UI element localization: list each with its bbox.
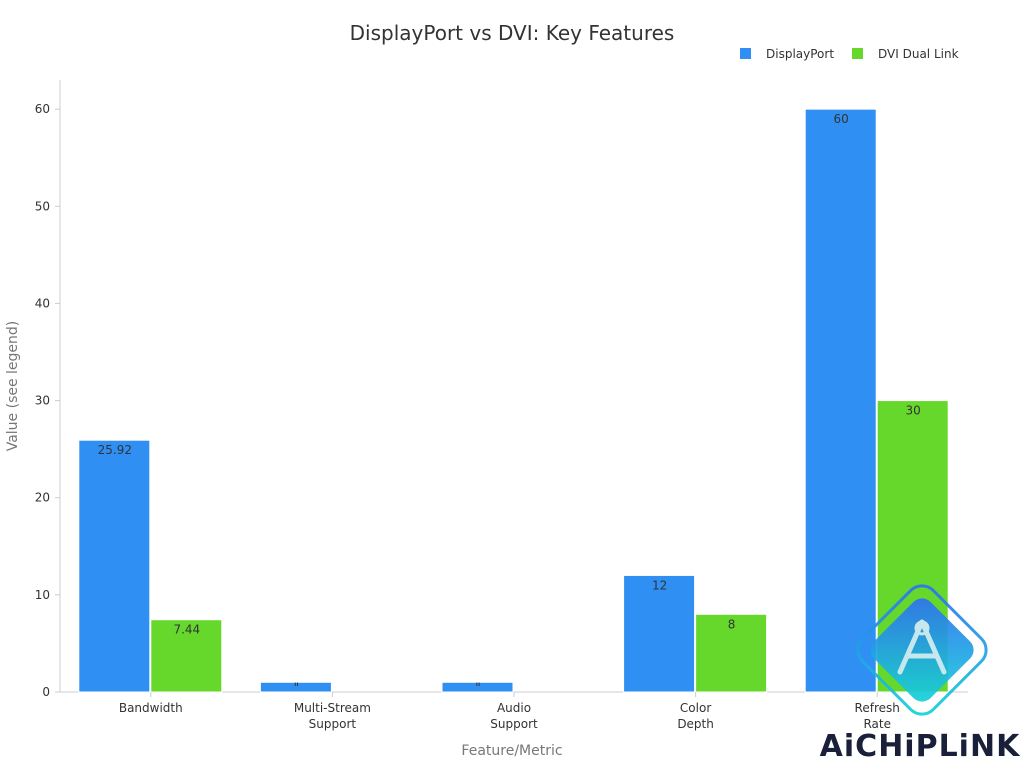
data-label: 60 bbox=[834, 112, 849, 126]
bar-displayport bbox=[78, 439, 151, 693]
y-tick-label: 40 bbox=[35, 296, 50, 310]
watermark-text: AiCHiPLiNK bbox=[820, 729, 1021, 764]
y-tick-label: 60 bbox=[35, 102, 50, 116]
data-label: " bbox=[294, 680, 300, 694]
x-axis-title: Feature/Metric bbox=[461, 743, 562, 759]
chart-title: DisplayPort vs DVI: Key Features bbox=[350, 21, 675, 45]
x-tick-label: Multi-Stream bbox=[294, 701, 371, 715]
x-tick-label: Rate bbox=[863, 717, 891, 731]
legend-swatch bbox=[740, 48, 751, 59]
x-tick-label: Support bbox=[309, 717, 357, 731]
bar-displayport bbox=[259, 681, 332, 693]
data-label: 30 bbox=[906, 404, 921, 418]
data-label: 12 bbox=[652, 578, 667, 592]
legend: DisplayPort DVI Dual Link bbox=[740, 47, 959, 61]
y-tick-label: 10 bbox=[35, 588, 50, 602]
data-label: 7.44 bbox=[173, 623, 200, 637]
bar-displayport bbox=[441, 681, 514, 693]
x-tick-label: Support bbox=[490, 717, 538, 731]
x-tick-label: Audio bbox=[497, 701, 531, 715]
x-tick-label: Bandwidth bbox=[119, 701, 183, 715]
y-axis-title: Value (see legend) bbox=[5, 321, 21, 452]
data-labels: 25.92 " " 12 60 7.44 8 30 bbox=[98, 112, 921, 694]
bar-displayport bbox=[623, 574, 696, 693]
bar-dvi-dual-link bbox=[695, 613, 768, 693]
bar-displayport bbox=[804, 108, 877, 693]
aichiplink-logo-icon bbox=[856, 584, 988, 716]
x-axis-categories: Bandwidth Multi-Stream Support Audio Support… bbox=[119, 692, 900, 731]
bars bbox=[78, 108, 949, 693]
legend-label: DVI Dual Link bbox=[878, 47, 959, 61]
y-axis-ticks: 0 10 20 30 40 50 60 bbox=[35, 102, 60, 699]
data-label: 8 bbox=[728, 617, 736, 631]
data-label: " bbox=[475, 680, 481, 694]
bar-dvi-dual-link bbox=[150, 619, 223, 693]
x-tick-label: Refresh bbox=[855, 701, 900, 715]
y-tick-label: 50 bbox=[35, 199, 50, 213]
legend-label: DisplayPort bbox=[766, 47, 834, 61]
data-label: 25.92 bbox=[98, 443, 132, 457]
y-tick-label: 0 bbox=[42, 685, 50, 699]
x-tick-label: Color bbox=[680, 701, 711, 715]
x-tick-label: Depth bbox=[677, 717, 714, 731]
y-tick-label: 20 bbox=[35, 491, 50, 505]
legend-swatch bbox=[852, 48, 863, 59]
y-tick-label: 30 bbox=[35, 394, 50, 408]
